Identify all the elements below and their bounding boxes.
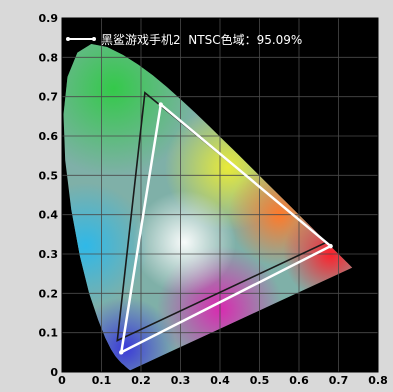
- legend-marker-left: [66, 37, 70, 41]
- gamut-vertex-point: [158, 102, 163, 107]
- legend-label: 黑鲨游戏手机2 NTSC色域：95.09%: [101, 33, 302, 47]
- y-tick-label: 0: [50, 366, 58, 379]
- x-tick-label: 0.6: [289, 374, 309, 387]
- y-tick-label: 0.5: [39, 169, 59, 182]
- measured-gamut-triangle: [119, 102, 333, 355]
- y-tick-label: 0.1: [39, 327, 59, 340]
- locus-white-glow: [133, 190, 236, 294]
- y-tick-label: 0.6: [39, 130, 59, 143]
- y-tick-label: 0.3: [39, 248, 59, 261]
- y-tick-label: 0.2: [39, 287, 59, 300]
- y-tick-label: 0.8: [39, 51, 59, 64]
- locus-blue-glow: [73, 297, 177, 371]
- gamut-vertex-point: [119, 350, 124, 355]
- x-tick-label: 0.2: [131, 374, 151, 387]
- x-tick-label: 0.8: [368, 374, 388, 387]
- x-tick-label: 0: [58, 374, 66, 387]
- y-tick-label: 0.9: [39, 12, 59, 25]
- plot-frame: [61, 17, 379, 373]
- x-tick-label: 0.4: [210, 374, 230, 387]
- x-tick-label: 0.7: [329, 374, 349, 387]
- x-tick-label: 0.1: [92, 374, 112, 387]
- gamut-triangles: [116, 91, 333, 355]
- legend-marker-right: [92, 37, 96, 41]
- y-axis: 0 0.1 0.2 0.3 0.4 0.5 0.6 0.7 0.8 0.9: [39, 12, 59, 379]
- x-axis: 0 0.1 0.2 0.3 0.4 0.5 0.6 0.7 0.8: [58, 374, 388, 387]
- y-tick-label: 0.4: [39, 209, 59, 222]
- x-tick-label: 0.3: [171, 374, 191, 387]
- gamut-vertex-point: [328, 243, 333, 249]
- legend: 黑鲨游戏手机2 NTSC色域：95.09%: [66, 33, 302, 47]
- x-tick-label: 0.5: [250, 374, 270, 387]
- y-tick-label: 0.7: [39, 91, 59, 104]
